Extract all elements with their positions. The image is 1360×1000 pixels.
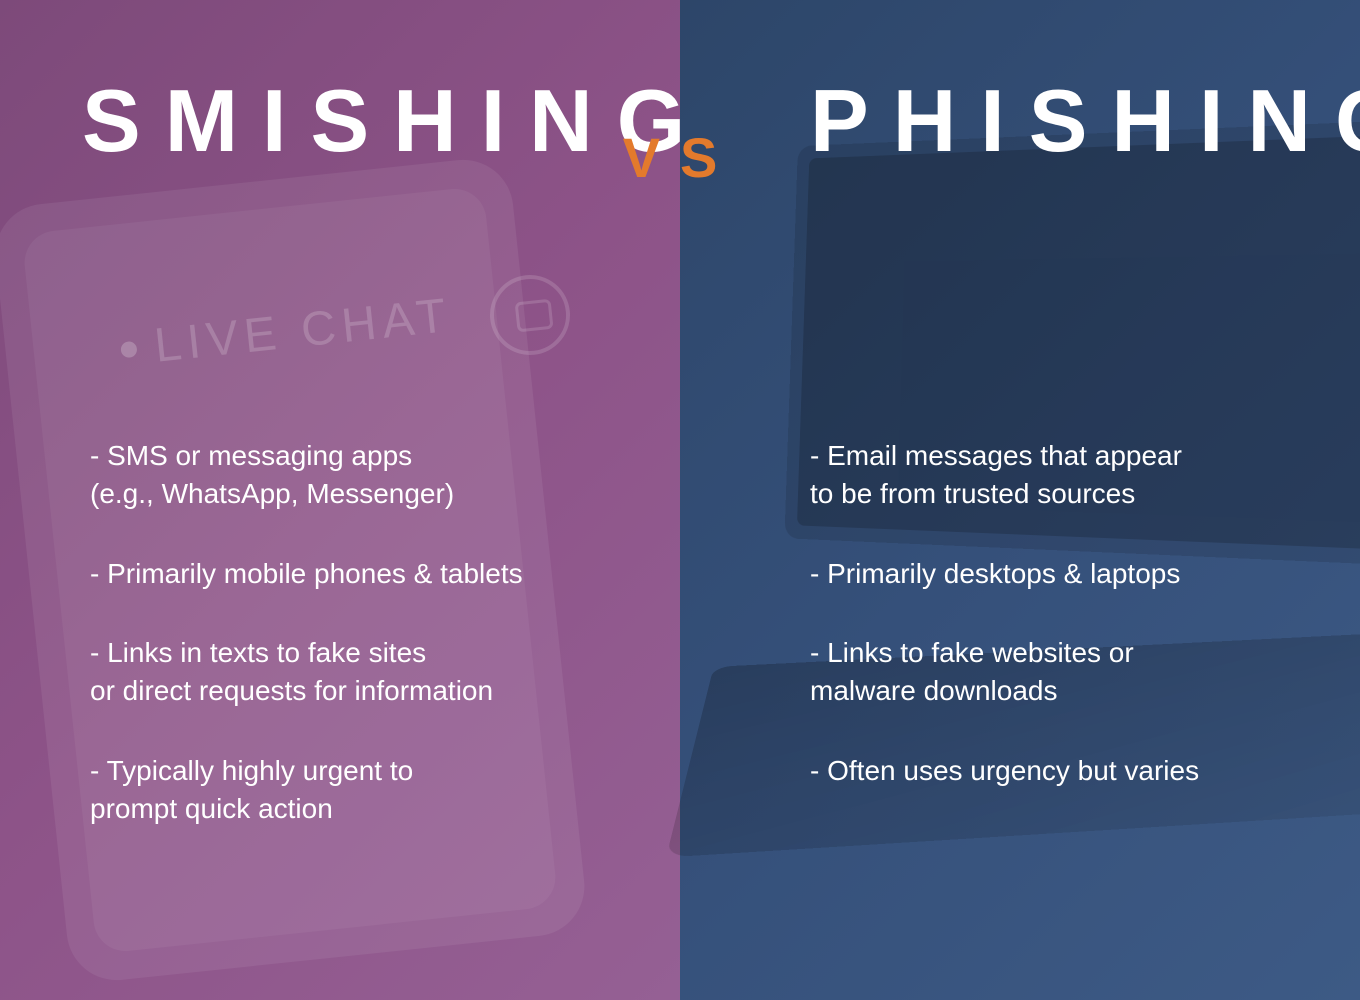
bullet-text: - Typically highly urgent to: [90, 752, 630, 790]
vs-label: VS: [623, 125, 738, 190]
bullet-text: to be from trusted sources: [810, 475, 1310, 513]
bullet-text: - Links in texts to fake sites: [90, 634, 630, 672]
bullet-text: malware downloads: [810, 672, 1310, 710]
list-item: - Email messages that appear to be from …: [810, 437, 1310, 513]
chat-bubble-icon: [486, 271, 574, 359]
right-panel-phishing: PHISHING - Email messages that appear to…: [680, 0, 1360, 1000]
bullet-text: - Primarily mobile phones & tablets: [90, 555, 630, 593]
list-item: - Primarily desktops & laptops: [810, 555, 1310, 593]
bullet-text: prompt quick action: [90, 790, 630, 828]
livechat-backdrop-text: LIVE CHAT: [118, 288, 454, 377]
list-item: - Links to fake websites or malware down…: [810, 634, 1310, 710]
bullet-text: - Email messages that appear: [810, 437, 1310, 475]
bullet-text: - SMS or messaging apps: [90, 437, 630, 475]
livechat-label: LIVE CHAT: [152, 288, 455, 374]
list-item: - SMS or messaging apps (e.g., WhatsApp,…: [90, 437, 630, 513]
right-bullet-list: - Email messages that appear to be from …: [810, 437, 1310, 790]
infographic-container: LIVE CHAT SMISHING - SMS or messaging ap…: [0, 0, 1360, 1000]
left-title: SMISHING: [82, 70, 630, 172]
bullet-text: or direct requests for information: [90, 672, 630, 710]
bullet-text: - Often uses urgency but varies: [810, 752, 1310, 790]
livechat-dot-icon: [120, 340, 138, 358]
left-bullet-list: - SMS or messaging apps (e.g., WhatsApp,…: [90, 437, 630, 828]
bullet-text: - Primarily desktops & laptops: [810, 555, 1310, 593]
left-panel-smishing: LIVE CHAT SMISHING - SMS or messaging ap…: [0, 0, 680, 1000]
bullet-text: (e.g., WhatsApp, Messenger): [90, 475, 630, 513]
list-item: - Links in texts to fake sites or direct…: [90, 634, 630, 710]
list-item: - Typically highly urgent to prompt quic…: [90, 752, 630, 828]
right-title: PHISHING: [810, 70, 1310, 172]
list-item: - Primarily mobile phones & tablets: [90, 555, 630, 593]
list-item: - Often uses urgency but varies: [810, 752, 1310, 790]
bullet-text: - Links to fake websites or: [810, 634, 1310, 672]
